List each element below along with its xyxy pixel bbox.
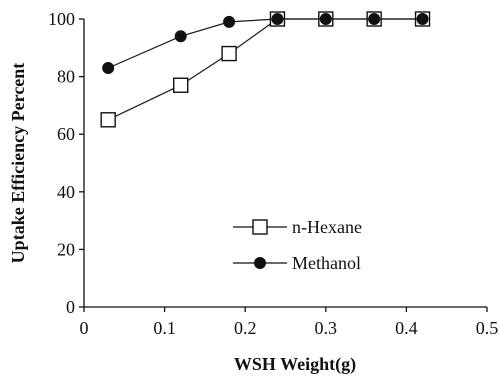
y-tick-label: 0 <box>66 297 75 317</box>
series-0 <box>100 11 431 128</box>
y-tick-label: 60 <box>57 124 75 144</box>
data-point <box>221 45 237 62</box>
axes: 0 20 40 60 80 100 0 0.1 0.2 0.3 0.4 0.5 <box>48 9 498 338</box>
data-point <box>223 15 236 28</box>
y-tick-label: 80 <box>57 67 75 87</box>
x-tick-label: 0.5 <box>476 318 499 338</box>
data-point <box>174 30 187 43</box>
x-tick-label: 0.3 <box>315 318 338 338</box>
x-tick-label: 0.2 <box>234 318 257 338</box>
y-tick-label: 20 <box>57 239 75 259</box>
x-tick-label: 0.1 <box>153 318 176 338</box>
legend-item: Methanol <box>233 253 361 273</box>
legend: n-Hexane Methanol <box>233 217 362 273</box>
legend-marker <box>254 257 266 269</box>
data-point <box>173 77 189 93</box>
data-point <box>271 13 284 25</box>
y-tick-label: 40 <box>57 182 75 202</box>
series-1 <box>102 13 429 74</box>
data-point <box>368 13 381 25</box>
data-point <box>102 61 115 74</box>
y-tick-label: 100 <box>48 9 75 29</box>
x-axis-title: WSH Weight(g) <box>234 354 356 375</box>
legend-label: Methanol <box>292 253 361 273</box>
legend-marker <box>252 219 268 235</box>
data-point <box>416 13 429 25</box>
x-tick-label: 0 <box>80 318 89 338</box>
series-line <box>107 18 423 121</box>
legend-label: n-Hexane <box>292 217 362 237</box>
data-point <box>100 112 116 128</box>
data-point <box>319 13 332 25</box>
series-layer <box>100 11 431 128</box>
y-axis-title: Uptake Efficiency Percent <box>8 63 28 264</box>
legend-item: n-Hexane <box>233 217 362 237</box>
x-tick-label: 0.4 <box>395 318 418 338</box>
